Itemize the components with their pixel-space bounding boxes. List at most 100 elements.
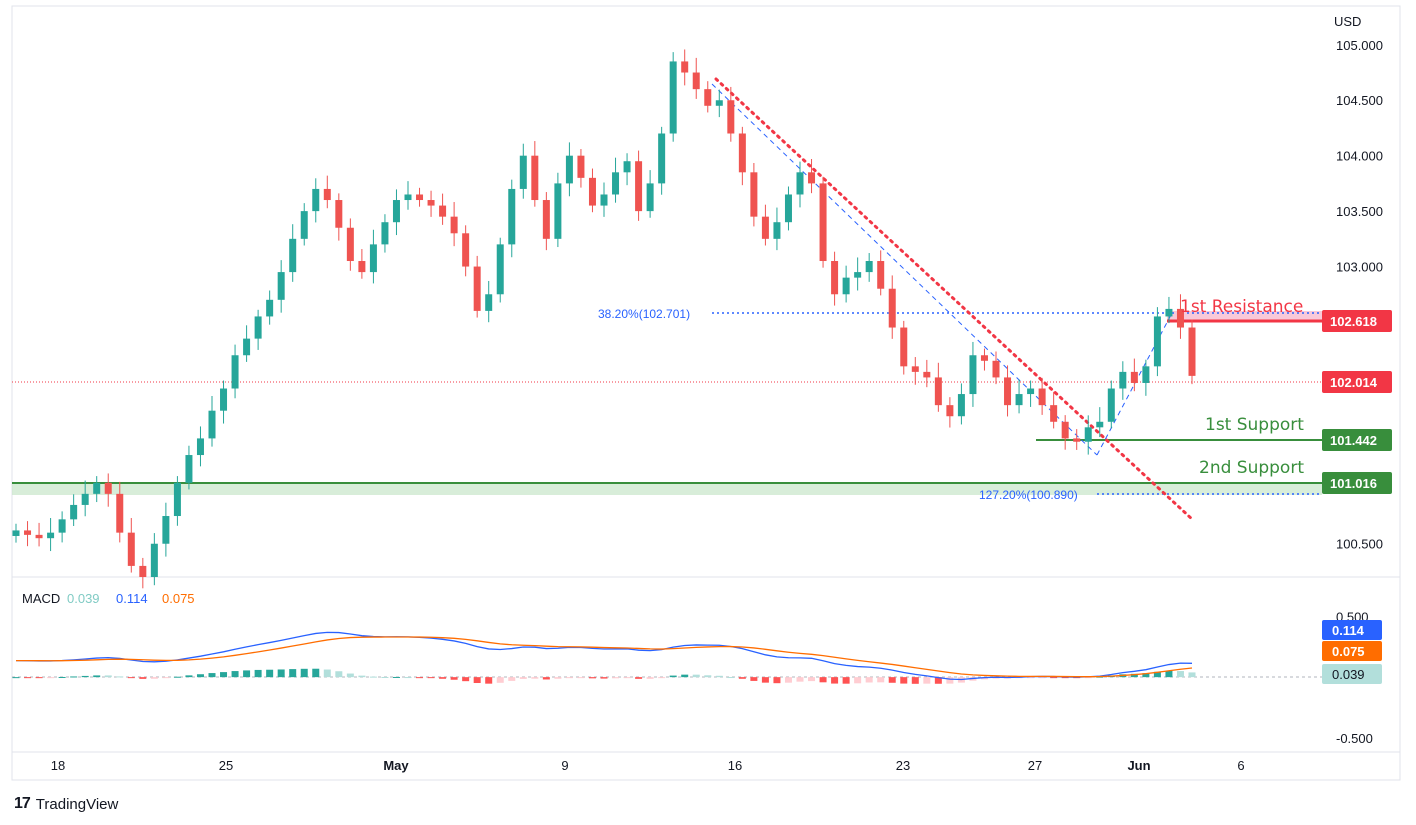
macd-hist-bar-26 xyxy=(312,668,320,678)
macd-hist-bar-76 xyxy=(888,677,896,683)
macd-hist-bar-61 xyxy=(715,675,723,678)
candle-body-10 xyxy=(127,532,135,566)
candle-body-38 xyxy=(450,216,458,234)
support2-zone xyxy=(12,483,1322,495)
support1-tag: 101.442 xyxy=(1322,429,1392,451)
candle-body-55 xyxy=(646,183,654,212)
candle-body-91 xyxy=(1061,421,1069,439)
svg-text:0.075: 0.075 xyxy=(1332,644,1365,659)
macd-hist-bar-36 xyxy=(427,677,435,679)
candle-body-85 xyxy=(992,360,1000,378)
date-label-4: 16 xyxy=(728,758,742,773)
candle-body-98 xyxy=(1142,366,1150,383)
resistance-tag: 102.618 xyxy=(1322,310,1392,332)
svg-text:102.014: 102.014 xyxy=(1330,375,1378,390)
candle-body-32 xyxy=(381,222,389,245)
svg-text:101.016: 101.016 xyxy=(1330,476,1377,491)
macd-hist-bar-75 xyxy=(877,677,885,683)
macd-hist-bar-43 xyxy=(508,677,516,681)
date-label-6: 27 xyxy=(1028,758,1042,773)
svg-text:101.442: 101.442 xyxy=(1330,433,1377,448)
candle-body-102 xyxy=(1188,327,1196,376)
candle-body-71 xyxy=(831,261,839,295)
candle-body-9 xyxy=(116,493,124,533)
price-tick-2: 104.000 xyxy=(1336,149,1383,164)
candle-body-46 xyxy=(542,200,550,239)
candle-body-51 xyxy=(600,194,608,206)
macd-hist-bar-98 xyxy=(1142,673,1150,678)
candle-body-76 xyxy=(888,288,896,328)
candle-body-58 xyxy=(681,61,689,73)
macd-hist-bar-10 xyxy=(127,677,135,679)
macd-hist-bar-16 xyxy=(196,674,204,678)
macd-hist-bar-15 xyxy=(185,675,193,678)
downtrend-line[interactable] xyxy=(714,77,1195,522)
candle-body-53 xyxy=(623,161,631,173)
macd-hist-bar-37 xyxy=(439,677,447,679)
macd-hist-bar-67 xyxy=(784,677,792,683)
tradingview-logo[interactable]: 17 TradingView xyxy=(14,795,118,813)
macd-hist-bar-73 xyxy=(854,677,862,684)
candle-body-83 xyxy=(969,355,977,395)
macd-hist-bar-78 xyxy=(911,677,919,684)
macd-hist-bar-32 xyxy=(381,677,389,679)
candle-body-6 xyxy=(81,493,89,505)
macd-hist-bar-14 xyxy=(173,676,181,678)
fib-upper-label: 38.20%(102.701) xyxy=(598,307,690,321)
macd-hist-bar-21 xyxy=(254,669,262,678)
candle-body-43 xyxy=(508,188,516,245)
candle-body-3 xyxy=(47,532,55,539)
candle-body-75 xyxy=(877,261,885,289)
candle-body-101 xyxy=(1176,308,1184,328)
candle-body-14 xyxy=(173,482,181,517)
candle-body-19 xyxy=(231,355,239,389)
macd-legend-hist: 0.039 xyxy=(67,591,100,606)
candle-body-94 xyxy=(1096,421,1104,428)
candle-body-1 xyxy=(24,530,32,535)
macd-hist-bar-102 xyxy=(1188,672,1196,678)
candle-body-61 xyxy=(715,100,723,106)
candle-body-5 xyxy=(70,504,78,520)
resistance-zone xyxy=(1167,311,1322,321)
candle-body-42 xyxy=(496,244,504,295)
macd-hist-bar-54 xyxy=(635,677,643,679)
macd-hist-bar-44 xyxy=(519,677,527,679)
macd-hist-bar-51 xyxy=(600,677,608,679)
candle-body-67 xyxy=(784,194,792,223)
macd-hist-bar-66 xyxy=(773,677,781,684)
macd-hist-bar-9 xyxy=(116,676,124,678)
support2-label: 2nd Support xyxy=(1199,458,1304,478)
candle-body-59 xyxy=(692,72,700,90)
macd-hist-bar-35 xyxy=(416,677,424,679)
fib-lower-label: 127.20%(100.890) xyxy=(979,488,1078,502)
macd-hist-bar-7 xyxy=(93,675,101,678)
date-label-2: May xyxy=(383,758,409,773)
candle-body-15 xyxy=(185,455,193,483)
candle-body-48 xyxy=(565,155,573,184)
candle-body-20 xyxy=(243,338,251,356)
macd-hist-bar-70 xyxy=(819,677,827,683)
candle-body-95 xyxy=(1107,388,1115,422)
svg-text:102.618: 102.618 xyxy=(1330,314,1377,329)
candle-body-56 xyxy=(658,133,666,184)
macd-hist-bar-39 xyxy=(462,677,470,682)
macd-hist-bar-12 xyxy=(150,677,158,679)
macd-hist-bar-27 xyxy=(323,669,331,678)
date-label-8: 6 xyxy=(1237,758,1244,773)
candle-body-23 xyxy=(277,272,285,300)
price-tick-3: 103.500 xyxy=(1336,204,1383,219)
macd-hist-bar-20 xyxy=(243,670,251,678)
candle-body-22 xyxy=(266,299,274,317)
macd-hist-bar-53 xyxy=(623,677,631,679)
candle-body-64 xyxy=(750,172,758,217)
candle-body-66 xyxy=(773,222,781,239)
macd-hist-bar-29 xyxy=(346,673,354,678)
svg-text:0.039: 0.039 xyxy=(1332,667,1365,682)
candle-body-81 xyxy=(946,405,954,417)
candle-body-60 xyxy=(704,89,712,106)
candle-body-41 xyxy=(485,294,493,311)
macd-hist-bar-89 xyxy=(1038,677,1046,679)
macd-hist-bar-55 xyxy=(646,677,654,679)
macd-hist-bar-18 xyxy=(220,672,228,678)
